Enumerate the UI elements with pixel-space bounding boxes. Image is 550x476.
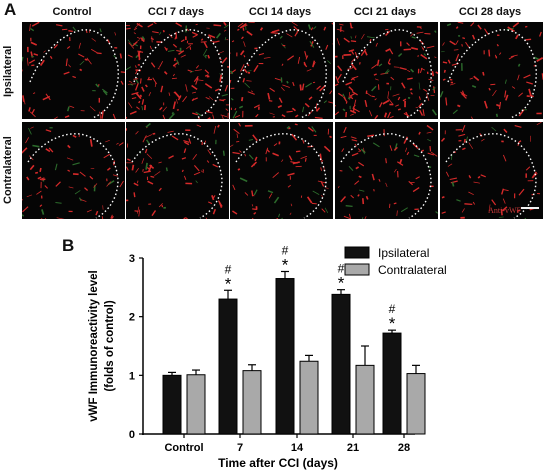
- x-tick-label: 21: [347, 442, 359, 454]
- y-tick-label: 1: [129, 370, 135, 382]
- legend-swatch-contralateral: [344, 263, 370, 276]
- legend-label-ipsilateral: Ipsilateral: [378, 246, 429, 260]
- micrograph-1-4: Anti-vWF: [440, 122, 543, 219]
- bar-contralateral-14: [299, 360, 319, 435]
- micrograph-1-1: [126, 122, 229, 219]
- y-axis-label-line2: (folds of control): [104, 300, 116, 392]
- bar-contralateral-21: [355, 364, 375, 435]
- panel-a-label: A: [4, 0, 17, 19]
- micrograph-1-0: [22, 122, 125, 219]
- bar-ipsilateral-14: [275, 278, 295, 435]
- y-tick-label: 0: [129, 429, 135, 441]
- micrograph-0-2: [230, 22, 333, 119]
- bar-contralateral-Control: [186, 374, 206, 435]
- micrograph-0-1: [126, 22, 229, 119]
- x-tick-label: 28: [398, 442, 410, 454]
- micrograph-1-2: [230, 122, 333, 219]
- column-title-cci-28: CCI 28 days: [458, 6, 522, 18]
- column-title-cci-7: CCI 7 days: [147, 6, 205, 18]
- micrograph-0-4: [440, 22, 543, 119]
- significance-hash: #: [389, 302, 396, 316]
- x-axis-label: Time after CCI (days): [218, 456, 338, 470]
- y-tick-label: 2: [129, 312, 135, 324]
- micrograph-1-3: [335, 122, 438, 219]
- stain-label: Anti-vWF: [488, 206, 521, 215]
- significance-star: *: [389, 314, 396, 333]
- panel-b-label: B: [62, 236, 75, 255]
- column-title-cci-14: CCI 14 days: [248, 6, 312, 18]
- significance-star: *: [282, 255, 289, 274]
- micrograph-0-3: [335, 22, 438, 119]
- scale-bar: [521, 207, 539, 209]
- bar-contralateral-7: [242, 370, 262, 435]
- x-tick-label: 7: [237, 442, 243, 454]
- legend-label-contralateral: Contralateral: [378, 263, 447, 277]
- column-title-cci-21: CCI 21 days: [353, 6, 417, 18]
- bar-ipsilateral-Control: [162, 374, 182, 435]
- bar-ipsilateral-21: [331, 293, 351, 435]
- bar-contralateral-28: [406, 373, 426, 435]
- legend-swatch-ipsilateral: [344, 246, 370, 259]
- significance-hash: #: [282, 243, 289, 257]
- column-title-control: Control: [52, 6, 92, 18]
- x-tick-label: 14: [291, 442, 304, 454]
- significance-star: *: [338, 274, 345, 293]
- x-tick-label: Control: [164, 442, 203, 454]
- y-axis-label-line1: vWF Immunoreactivity level: [88, 270, 100, 421]
- significance-star: *: [225, 274, 232, 293]
- significance-hash: #: [338, 262, 345, 276]
- bar-ipsilateral-7: [218, 298, 238, 435]
- micrograph-0-0: [22, 22, 125, 119]
- bar-ipsilateral-28: [382, 332, 402, 435]
- y-tick-label: 3: [129, 253, 135, 265]
- significance-hash: #: [225, 262, 232, 276]
